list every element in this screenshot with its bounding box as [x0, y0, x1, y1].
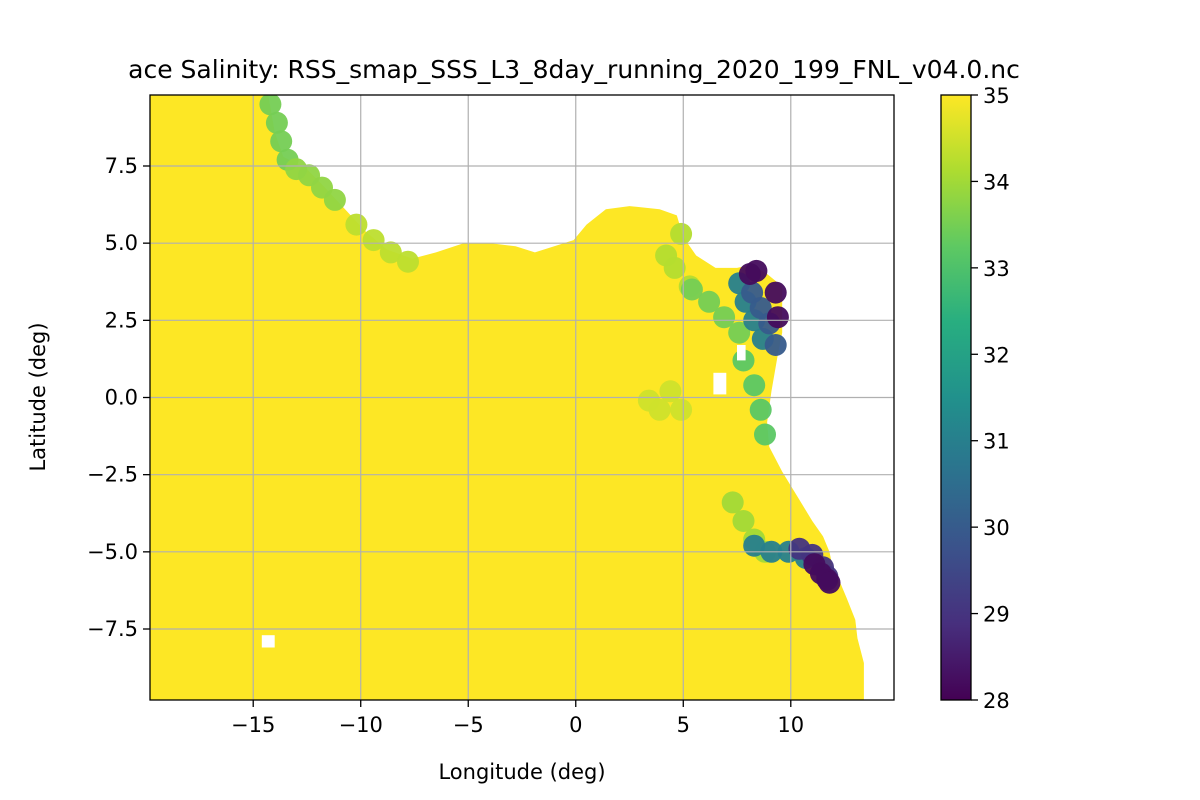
grid — [150, 95, 894, 700]
fresh-zone — [345, 213, 419, 273]
y-tick-label: 7.5 — [105, 154, 138, 178]
y-tick-label: 5.0 — [105, 231, 138, 255]
colorbar-frame — [940, 94, 972, 701]
fresh-zone — [732, 349, 776, 446]
salinity-cell — [698, 290, 721, 313]
y-tick-label: −5.0 — [87, 540, 138, 564]
salinity-cell — [379, 241, 402, 264]
y-tick-label: −2.5 — [87, 463, 138, 487]
colorbar-tick-label: 29 — [983, 603, 1010, 627]
salinity-cell — [345, 213, 368, 236]
colorbar-tick-label: 34 — [983, 170, 1010, 194]
colorbar-tick-label: 33 — [983, 257, 1010, 281]
salinity-cell — [764, 281, 787, 304]
salinity-cell — [259, 95, 282, 116]
x-axis-ticks: −15 −10 −5 0 5 10 — [231, 700, 804, 737]
salinity-cell — [743, 374, 766, 397]
salinity-cell — [648, 398, 671, 421]
fresh-zone — [741, 281, 787, 356]
missing-data-patch — [713, 372, 727, 395]
colorbar-ticks: 35 34 33 32 31 30 29 28 — [971, 84, 1010, 713]
y-axis-ticks: 7.5 5.0 2.5 0.0 −2.5 −5.0 −7.5 — [87, 154, 150, 641]
missing-data-patch — [737, 345, 746, 361]
colorbar-tick-label: 30 — [983, 516, 1010, 540]
fresh-zone — [637, 380, 693, 421]
x-tick-label: 0 — [569, 713, 582, 737]
salinity-cell — [265, 111, 288, 134]
y-tick-label: 0.0 — [105, 386, 138, 410]
x-tick-label: −5 — [453, 713, 484, 737]
salinity-cell — [745, 259, 768, 282]
x-tick-label: −15 — [231, 713, 275, 737]
chart-title: ace Salinity: RSS_smap_SSS_L3_8day_runni… — [128, 55, 1020, 84]
colorbar-tick-label: 28 — [983, 689, 1010, 713]
y-axis-label: Latitude (deg) — [26, 322, 50, 471]
salinity-cell — [721, 491, 744, 514]
salinity-cell — [766, 306, 789, 329]
salinity-cell — [397, 250, 419, 273]
salinity-cell — [728, 321, 751, 344]
salinity-cell — [749, 398, 772, 421]
x-tick-label: −10 — [339, 713, 383, 737]
salinity-cell — [670, 222, 693, 245]
salinity-cell — [743, 534, 766, 557]
salinity-cell — [754, 423, 776, 446]
salinity-cell — [663, 256, 686, 279]
salinity-cell — [323, 188, 346, 211]
salinity-cell — [818, 571, 841, 594]
x-tick-label: 5 — [677, 713, 690, 737]
colorbar-tick-label: 32 — [983, 343, 1010, 367]
fresh-zone — [680, 278, 751, 344]
y-tick-label: −7.5 — [87, 617, 138, 641]
salinity-cell — [680, 278, 703, 301]
salinity-cell — [670, 398, 693, 421]
salinity-cell — [764, 334, 787, 356]
salinity-cell — [659, 380, 682, 403]
colorbar-tick-label: 35 — [983, 84, 1010, 108]
salinity-cell — [362, 229, 385, 252]
x-tick-label: 10 — [777, 713, 804, 737]
colorbar: 35 34 33 32 31 30 29 28 — [940, 84, 1010, 713]
fresh-zone — [738, 259, 789, 329]
salinity-cell — [713, 306, 736, 329]
x-axis-label: Longitude (deg) — [438, 760, 605, 784]
salinity-cell — [732, 510, 755, 532]
colorbar-tick-label: 31 — [983, 430, 1010, 454]
plot-area: −15 −10 −5 0 5 10 7.5 5.0 2.5 0.0 −2.5 −5.0 −7.5 — [87, 94, 895, 737]
fresh-zone — [285, 158, 346, 211]
fresh-zone — [803, 553, 841, 594]
salinity-cell — [270, 130, 293, 153]
missing-data-patch — [261, 635, 275, 648]
y-tick-label: 2.5 — [105, 308, 138, 332]
colorbar-gradient — [941, 95, 971, 700]
